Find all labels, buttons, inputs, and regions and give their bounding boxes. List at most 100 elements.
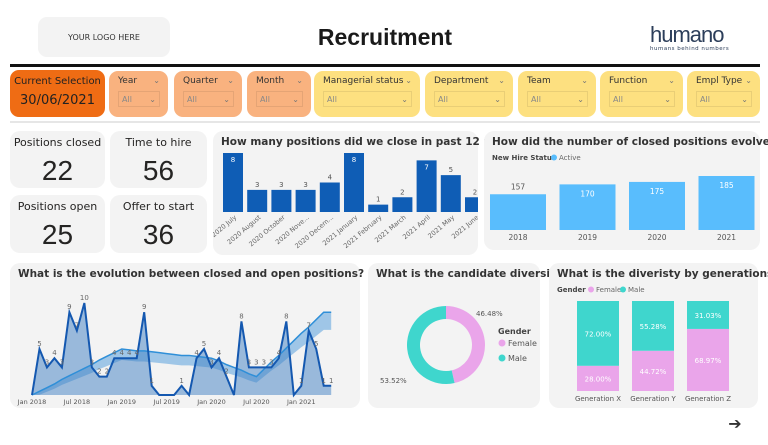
legend-label: Male (628, 286, 645, 294)
generations-chart-card: What is the diveristy by generations? Ge… (549, 263, 768, 408)
filter-header[interactable]: Managerial status ⌄ (323, 76, 412, 86)
filter-dropdown[interactable]: All ⌄ (323, 91, 412, 107)
bar-segment-female (687, 328, 729, 391)
chevron-down-icon[interactable]: ⌄ (153, 76, 160, 85)
data-label: 170 (580, 189, 595, 198)
bar-segment-male (632, 301, 674, 351)
data-label: 4 (194, 349, 199, 357)
data-label: 7 (307, 322, 311, 330)
legend-title: Gender (498, 327, 531, 336)
bar (368, 204, 389, 212)
filter-header[interactable]: Function ⌄ (609, 76, 675, 86)
bar (271, 189, 292, 212)
data-label: 1 (329, 377, 333, 385)
data-label: 5 (314, 340, 318, 348)
filter-dropdown[interactable]: All ⌄ (118, 91, 160, 107)
filter-month[interactable]: Month ⌄ All ⌄ (247, 71, 311, 117)
filter-dropdown[interactable]: All ⌄ (256, 91, 303, 107)
filter-department[interactable]: Department ⌄ All ⌄ (425, 71, 513, 117)
legend-label: Active (559, 154, 581, 162)
filter-dropdown[interactable]: All ⌄ (527, 91, 588, 107)
data-label: 1 (149, 377, 153, 385)
filter-header[interactable]: Quarter ⌄ (183, 76, 234, 86)
bar (465, 197, 478, 212)
filter-year[interactable]: Year ⌄ All ⌄ (109, 71, 168, 117)
filter-empl-type[interactable]: Empl Type ⌄ All ⌄ (687, 71, 760, 117)
bar (295, 189, 316, 212)
filter-header[interactable]: Empl Type ⌄ (696, 76, 752, 86)
current-selection: Current Selection 30/06/2021 (10, 70, 105, 117)
data-label: 68.97% (695, 357, 722, 365)
filter-label: Department (434, 76, 489, 86)
closed-positions-line (31, 302, 332, 398)
legend-label: Female (596, 286, 621, 294)
bar (440, 175, 461, 212)
bar (490, 194, 546, 230)
chevron-down-icon[interactable]: ⌄ (227, 76, 234, 85)
chevron-down-icon[interactable]: ⌄ (296, 76, 303, 85)
filter-managerial-status[interactable]: Managerial status ⌄ All ⌄ (314, 71, 420, 117)
filter-header[interactable]: Year ⌄ (118, 76, 160, 86)
data-label: 44.72% (640, 368, 667, 376)
data-label: 4 (328, 174, 333, 182)
legend-title: New Hire Status (492, 154, 556, 162)
chevron-down-icon[interactable]: ⌄ (581, 76, 588, 85)
monthly-closed-chart-card: How many positions did we close in past … (213, 131, 534, 255)
kpi-label: Positions open (17, 200, 98, 213)
data-label: 3 (45, 358, 49, 366)
filter-header[interactable]: Month ⌄ (256, 76, 303, 86)
filter-dropdown[interactable]: All ⌄ (434, 91, 505, 107)
arrow-right-icon[interactable]: ➔ (728, 414, 742, 433)
kpi-positions-open: Positions open 25 (10, 195, 105, 253)
chevron-down-icon: ⌄ (149, 94, 156, 104)
chevron-down-icon[interactable]: ⌄ (668, 76, 675, 85)
filter-dropdown[interactable]: All ⌄ (183, 91, 234, 107)
legend-marker (498, 339, 506, 347)
data-label: 5 (37, 340, 41, 348)
data-label: 1 (179, 377, 183, 385)
filter-label: Month (256, 76, 285, 86)
chevron-down-icon[interactable]: ⌄ (498, 76, 505, 85)
yearly-closed-chart: New Hire Status Active 157 2018 170 2019 175 20… (490, 154, 755, 242)
data-label: 28.00% (585, 375, 612, 383)
kpi-positions-closed: Positions closed 22 (10, 131, 105, 188)
filter-quarter[interactable]: Quarter ⌄ All ⌄ (174, 71, 242, 117)
bar (698, 176, 755, 230)
data-label: 2 (473, 188, 477, 196)
bar-segment-female (577, 365, 619, 391)
kpi-value: 25 (41, 219, 74, 250)
yearly-closed-chart-card: How did the number of closed positions e… (484, 131, 768, 250)
bar-segment-female (632, 350, 674, 391)
filter-header[interactable]: Team ⌄ (527, 76, 588, 86)
x-tick-label: Generation X (575, 395, 621, 403)
data-label: 5 (449, 166, 453, 174)
chevron-down-icon[interactable]: ⌄ (405, 76, 412, 85)
data-label: 4 (52, 349, 57, 357)
legend-marker (588, 286, 594, 293)
x-tick-label: Jul 2019 (152, 398, 179, 406)
chevron-down-icon: ⌄ (292, 94, 299, 104)
generations-chart: Gender Female Male 28.00% 72.00% Generation X… (557, 286, 731, 403)
bar-segment-male (687, 301, 729, 329)
x-tick-label: 2021 (717, 233, 736, 242)
chevron-down-icon: ⌄ (577, 94, 584, 104)
kpi-label: Offer to start (122, 200, 195, 213)
evolution-chart-card: What is the evolution between closed and… (10, 263, 364, 408)
current-selection-value: 30/06/2021 (20, 93, 95, 108)
data-label: 8 (284, 312, 288, 320)
filter-function[interactable]: Function ⌄ All ⌄ (600, 71, 683, 117)
chevron-down-icon[interactable]: ⌄ (745, 76, 752, 85)
data-label: 1 (299, 377, 303, 385)
kpi-time-to-hire: Time to hire 56 (110, 131, 207, 188)
chevron-down-icon: ⌄ (401, 94, 408, 104)
filter-team[interactable]: Team ⌄ All ⌄ (518, 71, 596, 117)
kpi-value: 56 (142, 155, 175, 186)
data-label: 4 (277, 349, 282, 357)
filter-dropdown[interactable]: All ⌄ (696, 91, 752, 107)
chart-title: How many positions did we close in past … (221, 136, 534, 148)
filter-dropdown[interactable]: All ⌄ (609, 91, 675, 107)
filter-header[interactable]: Department ⌄ (434, 76, 505, 86)
data-label: 185 (719, 181, 734, 190)
bar (392, 197, 413, 212)
